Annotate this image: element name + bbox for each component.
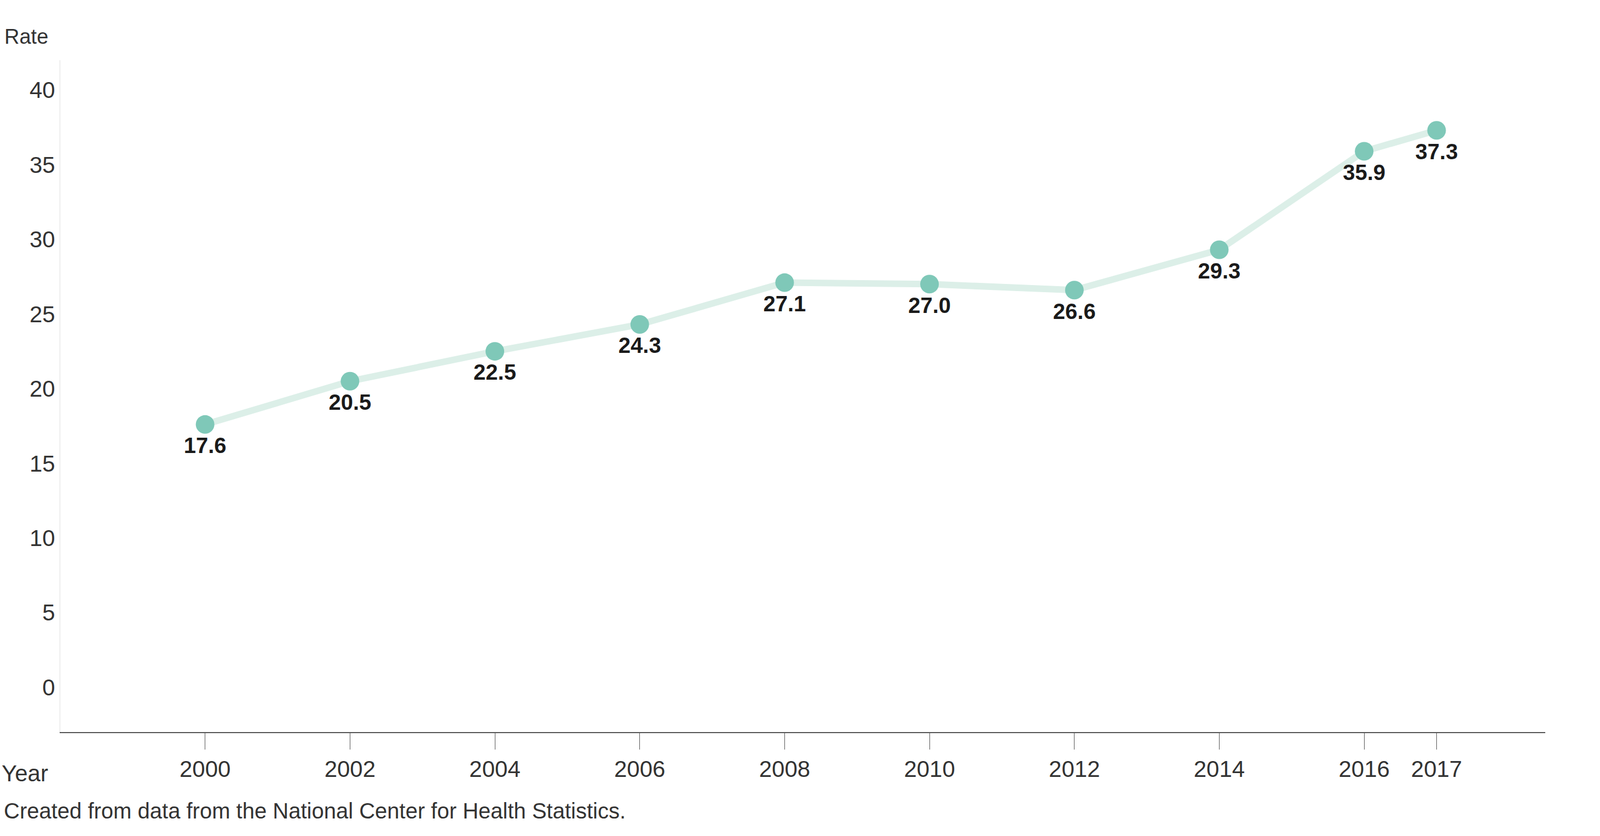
svg-text:10: 10	[29, 525, 56, 552]
svg-text:29.3: 29.3	[1198, 258, 1241, 283]
svg-text:5: 5	[42, 599, 55, 626]
svg-text:17.6: 17.6	[183, 433, 227, 458]
svg-text:2017: 2017	[1411, 756, 1463, 783]
svg-text:2006: 2006	[614, 756, 666, 783]
svg-text:2004: 2004	[469, 756, 521, 783]
svg-text:Rate: Rate	[4, 25, 49, 49]
svg-text:2010: 2010	[903, 756, 955, 783]
svg-text:30: 30	[29, 226, 56, 253]
svg-text:2002: 2002	[324, 756, 376, 783]
svg-text:2016: 2016	[1338, 756, 1390, 783]
svg-text:40: 40	[29, 77, 56, 103]
svg-text:35.9: 35.9	[1342, 160, 1386, 185]
svg-text:2008: 2008	[759, 756, 811, 783]
svg-text:0: 0	[42, 674, 55, 701]
svg-text:26.6: 26.6	[1053, 299, 1096, 324]
svg-text:25: 25	[29, 301, 56, 328]
svg-text:20: 20	[29, 376, 56, 402]
svg-text:27.1: 27.1	[763, 291, 806, 316]
svg-text:24.3: 24.3	[618, 333, 662, 358]
svg-text:Year: Year	[1, 760, 49, 787]
svg-text:37.3: 37.3	[1415, 139, 1459, 164]
svg-text:22.5: 22.5	[473, 360, 517, 385]
svg-text:2012: 2012	[1048, 756, 1100, 783]
svg-text:35: 35	[29, 152, 56, 178]
svg-text:Created from data from the Nat: Created from data from the National Cent…	[3, 799, 626, 824]
svg-text:27.0: 27.0	[908, 293, 951, 318]
svg-text:20.5: 20.5	[328, 390, 372, 415]
svg-text:15: 15	[29, 451, 56, 477]
svg-text:2000: 2000	[179, 756, 231, 783]
svg-text:2014: 2014	[1193, 756, 1245, 783]
